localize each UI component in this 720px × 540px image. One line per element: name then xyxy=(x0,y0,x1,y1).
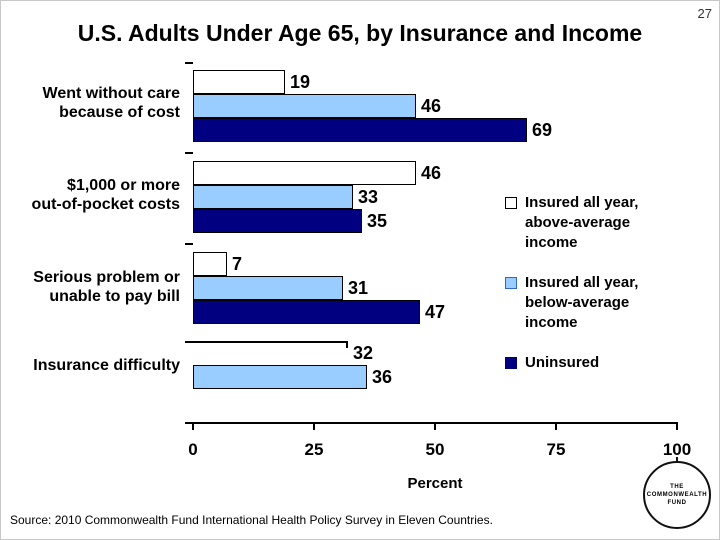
logo-line-3: FUND xyxy=(667,500,687,506)
bar-edge-stub xyxy=(346,343,348,348)
legend-item: Insured all year, above-average income xyxy=(505,193,675,253)
x-axis-tick xyxy=(555,424,557,430)
bar-uninsured xyxy=(193,300,420,324)
bar-insured-all-year-above-average-income xyxy=(193,252,227,276)
x-axis-tick-label: 0 xyxy=(188,440,198,459)
legend-label: Insured all year, below-average income xyxy=(525,274,639,331)
category-label: Insurance difficulty xyxy=(33,357,180,374)
x-axis-tick-label: 100 xyxy=(662,440,692,459)
x-axis-tick-label: 50 xyxy=(425,440,445,459)
slide-number: 27 xyxy=(697,6,712,21)
bar-value-label: 69 xyxy=(532,120,553,140)
x-axis-tick xyxy=(434,424,436,430)
x-axis-tick-label: 25 xyxy=(304,440,324,459)
legend-swatch-icon xyxy=(505,357,517,369)
logo-line-2: COMMONWEALTH xyxy=(646,492,708,498)
legend-item: Uninsured xyxy=(505,353,675,373)
logo-line-1: THE xyxy=(670,484,684,490)
bar-value-label: 36 xyxy=(372,367,393,387)
bar-insured-all-year-above-average-income xyxy=(193,70,285,94)
x-axis-title: Percent xyxy=(407,475,463,492)
bar-uninsured xyxy=(193,209,362,233)
source-note: Source: 2010 Commonwealth Fund Internati… xyxy=(10,513,493,527)
bar-insured-all-year-below-average-income xyxy=(193,276,343,300)
x-axis-tick xyxy=(676,424,678,430)
y-axis-tick xyxy=(185,152,193,154)
bar-insured-all-year-below-average-income xyxy=(193,94,416,118)
legend-label: Insured all year, above-average income xyxy=(525,194,639,251)
bar-insured-all-year-below-average-income xyxy=(193,185,353,209)
legend-item: Insured all year, below-average income xyxy=(505,273,675,333)
category-label: $1,000 or more out-of-pocket costs xyxy=(31,177,180,213)
bar-value-label: 47 xyxy=(425,302,446,322)
x-axis-tick xyxy=(192,424,194,430)
y-axis-tick xyxy=(185,341,193,343)
x-axis-tick xyxy=(313,424,315,430)
legend-swatch-icon xyxy=(505,277,517,289)
bar-value-label: 32 xyxy=(353,343,374,363)
legend-label: Uninsured xyxy=(525,354,600,371)
bar-value-label: 31 xyxy=(348,278,369,298)
chart-title: U.S. Adults Under Age 65, by Insurance a… xyxy=(77,20,643,46)
x-axis-line xyxy=(185,422,678,424)
bar-insured-all-year-above-average-income xyxy=(193,341,348,365)
bar-value-label: 7 xyxy=(232,254,243,274)
bar-value-label: 33 xyxy=(358,187,379,207)
legend-swatch-icon xyxy=(505,197,517,209)
bar-insured-all-year-above-average-income xyxy=(193,161,416,185)
x-axis-tick-label: 75 xyxy=(546,440,566,459)
y-axis-tick xyxy=(185,243,193,245)
bar-value-label: 46 xyxy=(421,163,442,183)
bar-value-label: 35 xyxy=(367,211,388,231)
category-label: Serious problem or unable to pay bill xyxy=(33,269,180,305)
commonwealth-fund-logo: THE COMMONWEALTH FUND xyxy=(643,461,711,529)
bar-value-label: 46 xyxy=(421,96,442,116)
bar-value-label: 19 xyxy=(290,72,311,92)
y-axis-tick xyxy=(185,62,193,64)
category-label: Went without care because of cost xyxy=(42,85,181,121)
bar-insured-all-year-below-average-income xyxy=(193,365,367,389)
bar-uninsured xyxy=(193,118,527,142)
